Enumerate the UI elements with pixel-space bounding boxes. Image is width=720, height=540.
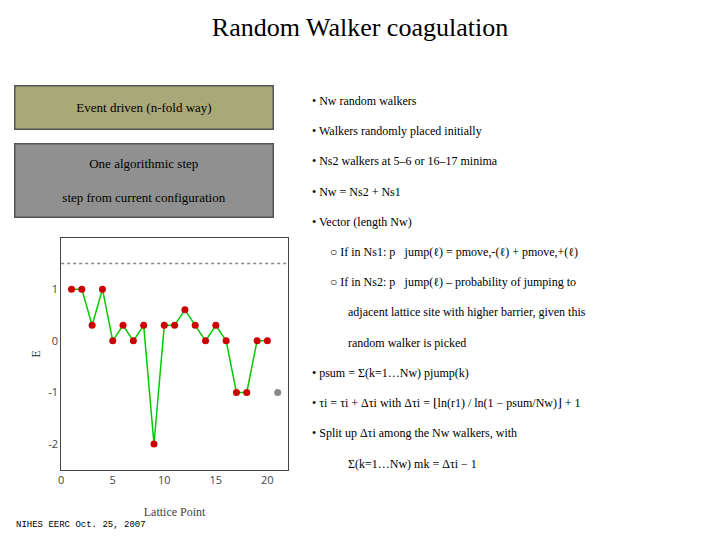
- svg-text:0: 0: [52, 333, 58, 348]
- svg-text:1: 1: [52, 281, 58, 296]
- svg-text:Random Walker coagulation: Random Walker coagulation: [212, 13, 508, 42]
- svg-text:random walker is picked: random walker is picked: [348, 336, 466, 350]
- svg-text:• psum = Σ(k=1…Nw) pjump(k): • psum = Σ(k=1…Nw) pjump(k): [312, 366, 469, 380]
- svg-text:15: 15: [210, 472, 223, 487]
- svg-text:• Vector (length Nw): • Vector (length Nw): [312, 215, 412, 229]
- svg-text:10: 10: [158, 472, 171, 487]
- svg-text:-1: -1: [48, 384, 58, 399]
- svg-text:• Walkers randomly placed init: • Walkers randomly placed initially: [312, 124, 482, 138]
- svg-text:• τi = τi + Δτi with Δτi = ⌊ln: • τi = τi + Δτi with Δτi = ⌊ln(r1) / ln(…: [312, 396, 580, 410]
- svg-text:NIHES EERC Oct. 25, 2007: NIHES EERC Oct. 25, 2007: [16, 520, 146, 530]
- svg-text:Σ(k=1…Nw) mk = Δτi − 1: Σ(k=1…Nw) mk = Δτi − 1: [348, 457, 477, 471]
- svg-text:Event driven (n-fold way): Event driven (n-fold way): [76, 100, 211, 115]
- svg-text:-2: -2: [48, 436, 58, 451]
- svg-text:• Nw = Ns2 + Ns1: • Nw = Ns2 + Ns1: [312, 185, 401, 199]
- svg-text:• Split up Δτi among the Nw wa: • Split up Δτi among the Nw walkers, wit…: [312, 426, 517, 440]
- svg-text:20: 20: [261, 472, 274, 487]
- svg-text:E: E: [29, 350, 43, 357]
- svg-text:○ If in Ns1: p⃗jump(ℓ) = pmove: ○ If in Ns1: p⃗jump(ℓ) = pmove,-(ℓ) + pm…: [330, 245, 578, 259]
- svg-text:adjacent lattice site with hig: adjacent lattice site with higher barrie…: [348, 305, 586, 319]
- svg-text:Lattice Point: Lattice Point: [144, 505, 206, 519]
- svg-text:One algorithmic stepstep from: One algorithmic stepstep from current co…: [62, 156, 225, 205]
- svg-text:○ If in Ns2: p⃗jump(ℓ) – proba: ○ If in Ns2: p⃗jump(ℓ) – probability of …: [330, 275, 576, 289]
- svg-text:5: 5: [110, 472, 116, 487]
- svg-text:• Nw random walkers: • Nw random walkers: [312, 94, 417, 108]
- svg-text:• Ns2 walkers at 5–6 or 16–17: • Ns2 walkers at 5–6 or 16–17 minima: [312, 154, 498, 168]
- svg-text:0: 0: [58, 472, 64, 487]
